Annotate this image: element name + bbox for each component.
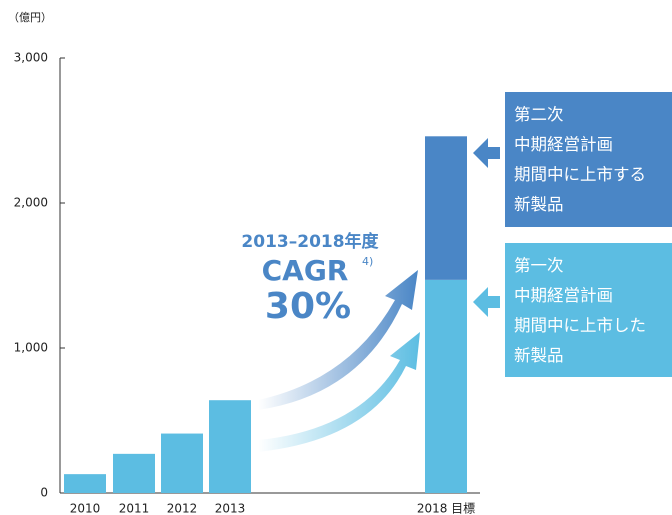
annotation-note: 4) [362,255,373,268]
arrow [258,270,418,410]
bar [209,400,251,493]
bar [64,474,106,493]
y-tick-label: 0 [40,486,48,500]
arrow [258,332,420,452]
bar [161,433,203,493]
x-tick-label: 2018 目標 [417,502,475,515]
legend-arrow [473,287,500,317]
bar [425,279,467,493]
y-tick-label: 2,000 [14,196,48,210]
bar [425,136,467,280]
annotation-metric: CAGR [262,254,349,287]
annotation-period: 2013–2018年度 [241,231,379,252]
bar [113,453,155,493]
x-tick-label: 2011 [119,502,150,515]
y-unit: （億円） [8,11,52,24]
legend-entry: 第二次 中期経営計画 期間中に上市する 新製品 [505,92,672,227]
annotation-value: 30% [265,286,351,327]
x-tick-label: 2012 [167,502,198,515]
y-tick-label: 3,000 [14,51,48,65]
x-tick-label: 2013 [215,502,246,515]
y-tick-label: 1,000 [14,341,48,355]
x-tick-label: 2010 [70,502,101,515]
legend-entry: 第一次 中期経営計画 期間中に上市した 新製品 [505,243,672,377]
legend-arrow [473,138,500,168]
